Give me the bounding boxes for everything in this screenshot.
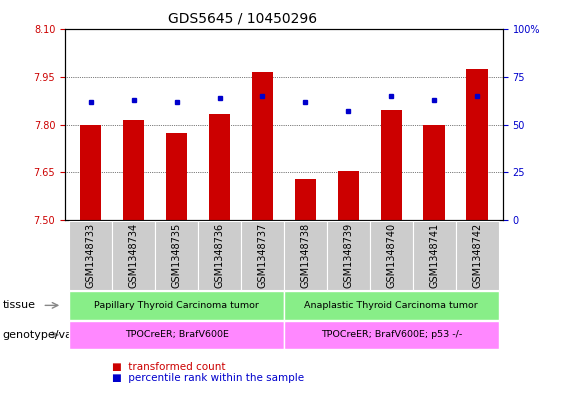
Text: GSM1348733: GSM1348733	[86, 223, 95, 288]
Text: GSM1348741: GSM1348741	[429, 223, 439, 288]
Text: genotype/variation: genotype/variation	[3, 330, 109, 340]
Text: GSM1348736: GSM1348736	[215, 223, 224, 288]
Bar	[123, 120, 145, 220]
Bar	[337, 171, 359, 220]
Bar	[80, 125, 102, 220]
Text: Anaplastic Thyroid Carcinoma tumor: Anaplastic Thyroid Carcinoma tumor	[305, 301, 478, 310]
Text: GSM1348735: GSM1348735	[172, 223, 181, 288]
Text: TPOCreER; BrafV600E: TPOCreER; BrafV600E	[125, 331, 228, 339]
Text: TPOCreER; BrafV600E; p53 -/-: TPOCreER; BrafV600E; p53 -/-	[320, 331, 462, 339]
Bar	[423, 125, 445, 220]
Bar	[166, 133, 188, 220]
Bar	[466, 69, 488, 220]
Text: Papillary Thyroid Carcinoma tumor: Papillary Thyroid Carcinoma tumor	[94, 301, 259, 310]
Bar	[294, 179, 316, 220]
Text: GSM1348739: GSM1348739	[344, 223, 353, 288]
Text: GSM1348742: GSM1348742	[472, 223, 482, 288]
Text: GSM1348734: GSM1348734	[129, 223, 138, 288]
Bar	[252, 72, 273, 220]
Bar	[209, 114, 231, 220]
Text: GSM1348737: GSM1348737	[258, 223, 267, 288]
Text: ■  transformed count: ■ transformed count	[112, 362, 225, 373]
Bar	[380, 110, 402, 220]
Text: GSM1348738: GSM1348738	[301, 223, 310, 288]
Text: tissue: tissue	[3, 300, 36, 310]
Text: GDS5645 / 10450296: GDS5645 / 10450296	[168, 11, 318, 25]
Text: ■  percentile rank within the sample: ■ percentile rank within the sample	[112, 373, 305, 383]
Text: GSM1348740: GSM1348740	[386, 223, 396, 288]
